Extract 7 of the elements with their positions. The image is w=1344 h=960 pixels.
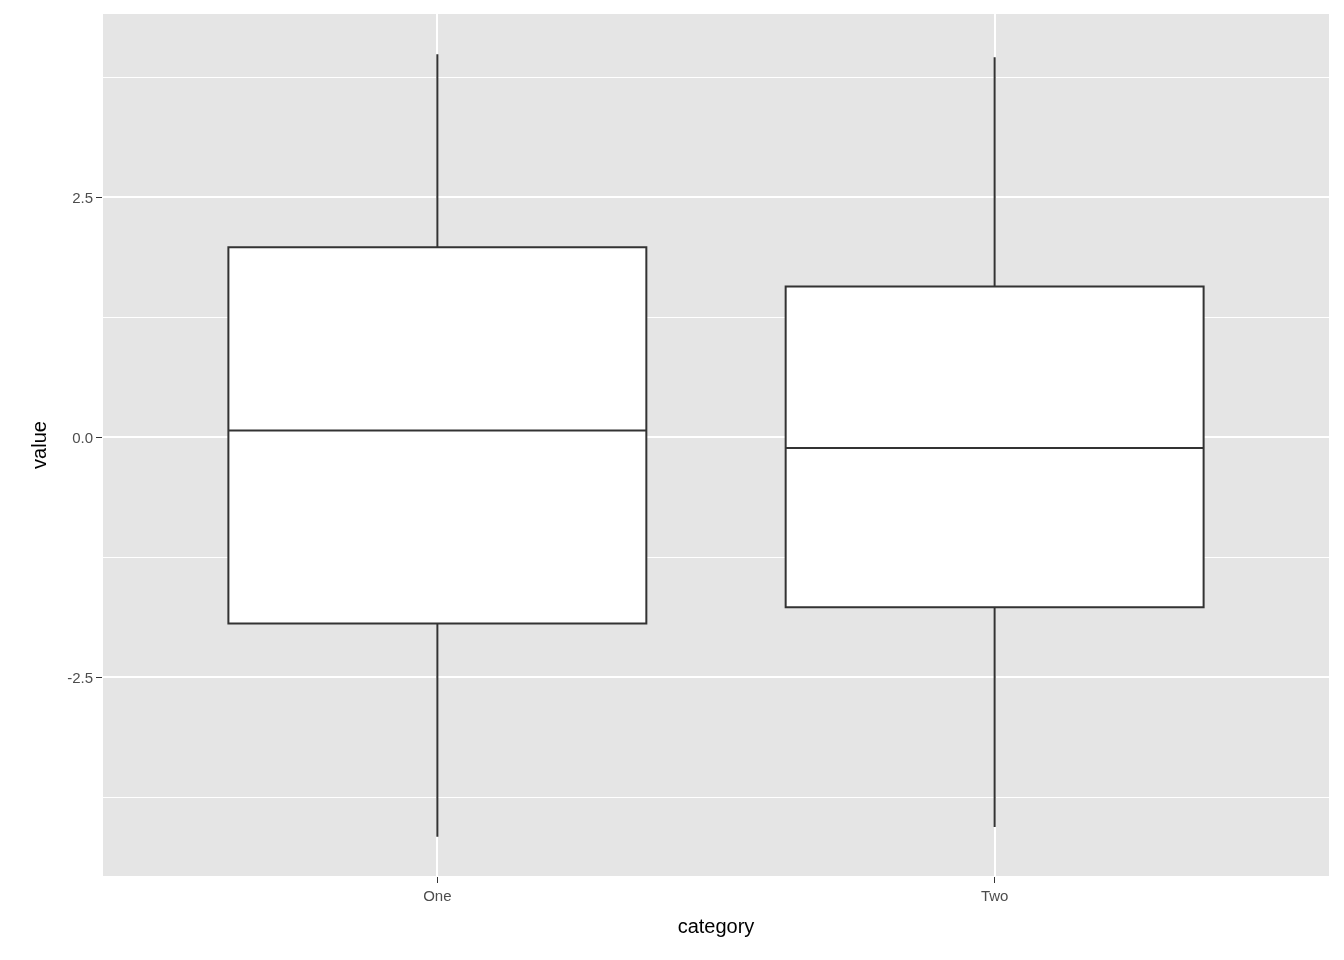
y-tick-label: -2.5: [67, 668, 93, 686]
y-tick-label: 2.5: [72, 188, 93, 206]
x-axis-title: category: [677, 914, 755, 937]
x-tick-label: Two: [980, 887, 1009, 904]
x-tick-label: One: [423, 887, 452, 904]
y-axis-title: value: [27, 421, 50, 469]
y-tick-label: 0.0: [72, 428, 93, 446]
